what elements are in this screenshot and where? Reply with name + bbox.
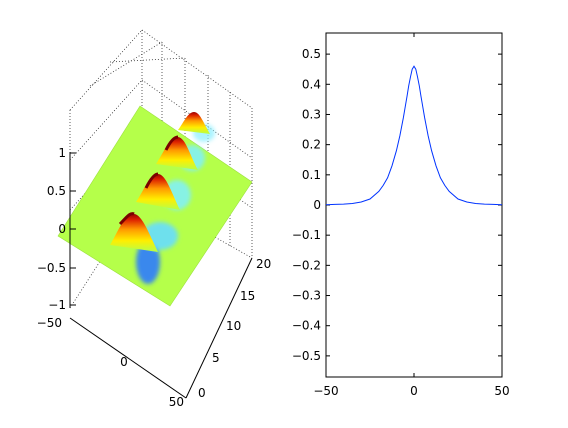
x-tick-label: −50 xyxy=(37,316,62,330)
x-tick-label: 50 xyxy=(169,395,184,409)
y-tick-label: −0.5 xyxy=(292,349,321,363)
y-tick-label: 10 xyxy=(226,319,241,333)
y-tick-label: 0 xyxy=(198,386,206,400)
y-tick-label: 0.4 xyxy=(302,77,321,91)
y-tick-label: −0.3 xyxy=(292,289,321,303)
surface-axes xyxy=(69,152,253,399)
series-line xyxy=(325,65,503,206)
x-tick-label: −50 xyxy=(313,384,338,398)
x-tick-label: 0 xyxy=(120,355,128,369)
y-tick-label: 0.2 xyxy=(302,138,321,152)
surface-plot: −1 −0.5 0 0.5 1 −50 0 50 0 5 10 15 20 xyxy=(37,29,272,409)
y-tick-label: 0 xyxy=(313,198,321,212)
y-tick-label: −0.2 xyxy=(292,258,321,272)
y-tick-label: 20 xyxy=(256,257,271,271)
y-tick-label: 0.5 xyxy=(302,47,321,61)
line-ticks: −0.5 −0.4 −0.3 −0.2 −0.1 0 0.1 0.2 0.3 0.4 0.5 −50 0… xyxy=(292,33,510,398)
z-tick-label: 0 xyxy=(58,222,66,236)
z-tick-label: −0.5 xyxy=(37,261,66,275)
surface-peaks xyxy=(110,112,210,252)
y-tick-label: 15 xyxy=(240,289,255,303)
y-tick-label: 0.1 xyxy=(302,168,321,182)
x-tick-label: 0 xyxy=(410,384,418,398)
x-tick-label: 50 xyxy=(494,384,509,398)
line-plot: −0.5 −0.4 −0.3 −0.2 −0.1 0 0.1 0.2 0.3 0.4 0.5 −50 0… xyxy=(292,32,510,398)
y-tick-label: 5 xyxy=(212,351,220,365)
y-tick-label: −0.1 xyxy=(292,228,321,242)
z-tick-label: −1 xyxy=(48,298,66,312)
plot-frame xyxy=(325,32,503,378)
z-tick-label: 1 xyxy=(58,146,66,160)
y-tick-label: 0.3 xyxy=(302,107,321,121)
surface-ticks: −1 −0.5 0 0.5 1 −50 0 50 0 5 10 15 20 xyxy=(37,146,272,409)
y-tick-label: −0.4 xyxy=(292,319,321,333)
z-tick-label: 0.5 xyxy=(47,184,66,198)
